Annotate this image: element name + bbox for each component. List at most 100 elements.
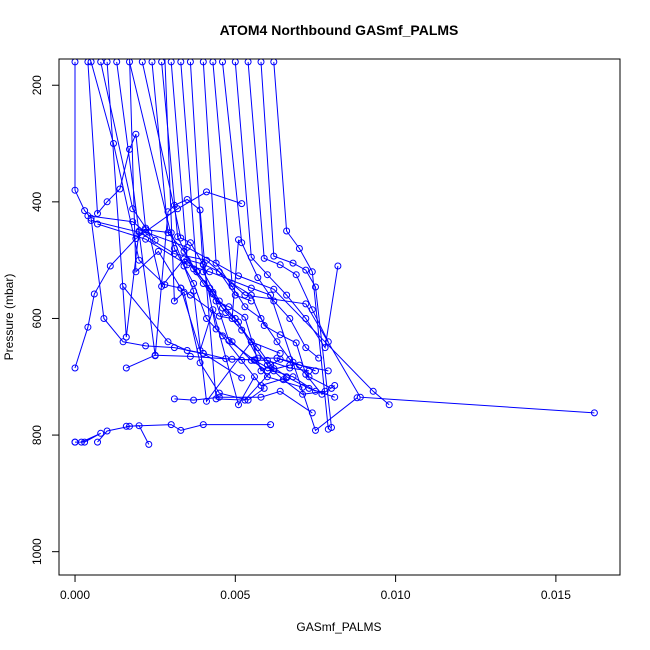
data-point — [334, 262, 342, 270]
data-point — [263, 356, 271, 364]
data-point — [180, 288, 188, 296]
data-point — [103, 198, 111, 206]
data-point — [260, 322, 268, 329]
series-line — [202, 61, 332, 389]
data-point — [324, 425, 332, 433]
series-line — [90, 220, 595, 414]
data-point — [116, 185, 124, 193]
series-line — [116, 61, 275, 401]
data-point — [100, 315, 108, 322]
data-point — [267, 291, 275, 299]
data-point — [183, 196, 191, 203]
data-point — [151, 351, 159, 359]
data-point — [215, 389, 223, 397]
data-point — [209, 306, 217, 314]
series-line — [180, 61, 335, 398]
series-2 — [122, 421, 275, 434]
data-point — [196, 359, 204, 367]
data-point — [132, 235, 140, 243]
data-point — [254, 274, 262, 282]
data-point — [122, 333, 130, 341]
data-point — [106, 262, 114, 270]
data-point — [154, 247, 162, 255]
data-point — [215, 297, 223, 305]
data-point — [270, 59, 278, 66]
data-point — [241, 313, 249, 321]
data-point — [97, 429, 105, 437]
series-line — [126, 424, 271, 431]
data-point — [302, 300, 310, 308]
data-point — [145, 440, 153, 448]
data-point — [222, 309, 230, 317]
data-point — [331, 393, 339, 401]
data-point — [231, 315, 239, 322]
data-point — [170, 297, 178, 305]
series-line — [100, 61, 252, 302]
data-point — [81, 207, 89, 215]
data-point — [263, 271, 271, 279]
data-point — [260, 254, 268, 262]
data-point — [247, 338, 255, 346]
data-point — [177, 426, 185, 434]
data-point — [94, 210, 101, 217]
data-point — [286, 315, 294, 322]
series-0 — [71, 429, 105, 446]
data-point — [257, 59, 265, 66]
series-line — [141, 61, 290, 372]
data-point — [199, 421, 207, 429]
data-point — [385, 401, 393, 409]
series-16 — [186, 59, 329, 398]
data-point — [148, 59, 156, 66]
data-point — [267, 421, 275, 429]
data-point — [142, 235, 150, 243]
data-point — [84, 212, 92, 220]
series-line — [97, 223, 358, 432]
data-point — [103, 59, 111, 66]
data-point — [308, 409, 316, 417]
data-point — [276, 261, 284, 269]
data-point — [71, 186, 79, 194]
data-point — [167, 59, 175, 66]
y-tick-label: 1000 — [30, 538, 44, 565]
data-point — [302, 266, 310, 274]
data-point — [215, 393, 223, 401]
series-layer — [71, 59, 598, 448]
data-point — [71, 438, 79, 446]
series-20 — [231, 59, 342, 352]
series-line — [234, 61, 339, 349]
data-point — [71, 364, 79, 372]
data-point — [257, 315, 265, 322]
series-line — [222, 61, 320, 359]
data-point — [238, 200, 246, 208]
data-point — [235, 401, 242, 409]
data-point — [90, 290, 98, 298]
data-point — [203, 315, 210, 322]
data-point — [183, 261, 191, 269]
data-point — [286, 364, 294, 372]
chart-title: ATOM4 Northbound GASmf_PALMS — [220, 22, 459, 38]
x-axis-label: GASmf_PALMS — [296, 620, 381, 634]
data-point — [263, 373, 271, 381]
data-point — [273, 338, 281, 346]
y-axis: 200 400 600 800 1000 — [30, 75, 60, 565]
data-point — [238, 356, 246, 364]
data-point — [94, 438, 101, 446]
data-point — [87, 217, 95, 224]
series-21 — [244, 59, 332, 346]
y-tick-label: 200 — [30, 75, 44, 95]
data-point — [244, 59, 252, 66]
data-point — [183, 256, 191, 264]
data-point — [263, 361, 271, 369]
series-22 — [257, 59, 335, 431]
data-point — [174, 233, 182, 241]
data-point — [238, 374, 246, 382]
data-point — [135, 228, 143, 236]
series-line — [170, 61, 329, 372]
series-17 — [199, 59, 335, 392]
series-29 — [170, 387, 316, 417]
series-19 — [219, 59, 323, 362]
series-18 — [209, 59, 339, 398]
data-point — [228, 355, 236, 363]
data-point — [94, 220, 101, 228]
